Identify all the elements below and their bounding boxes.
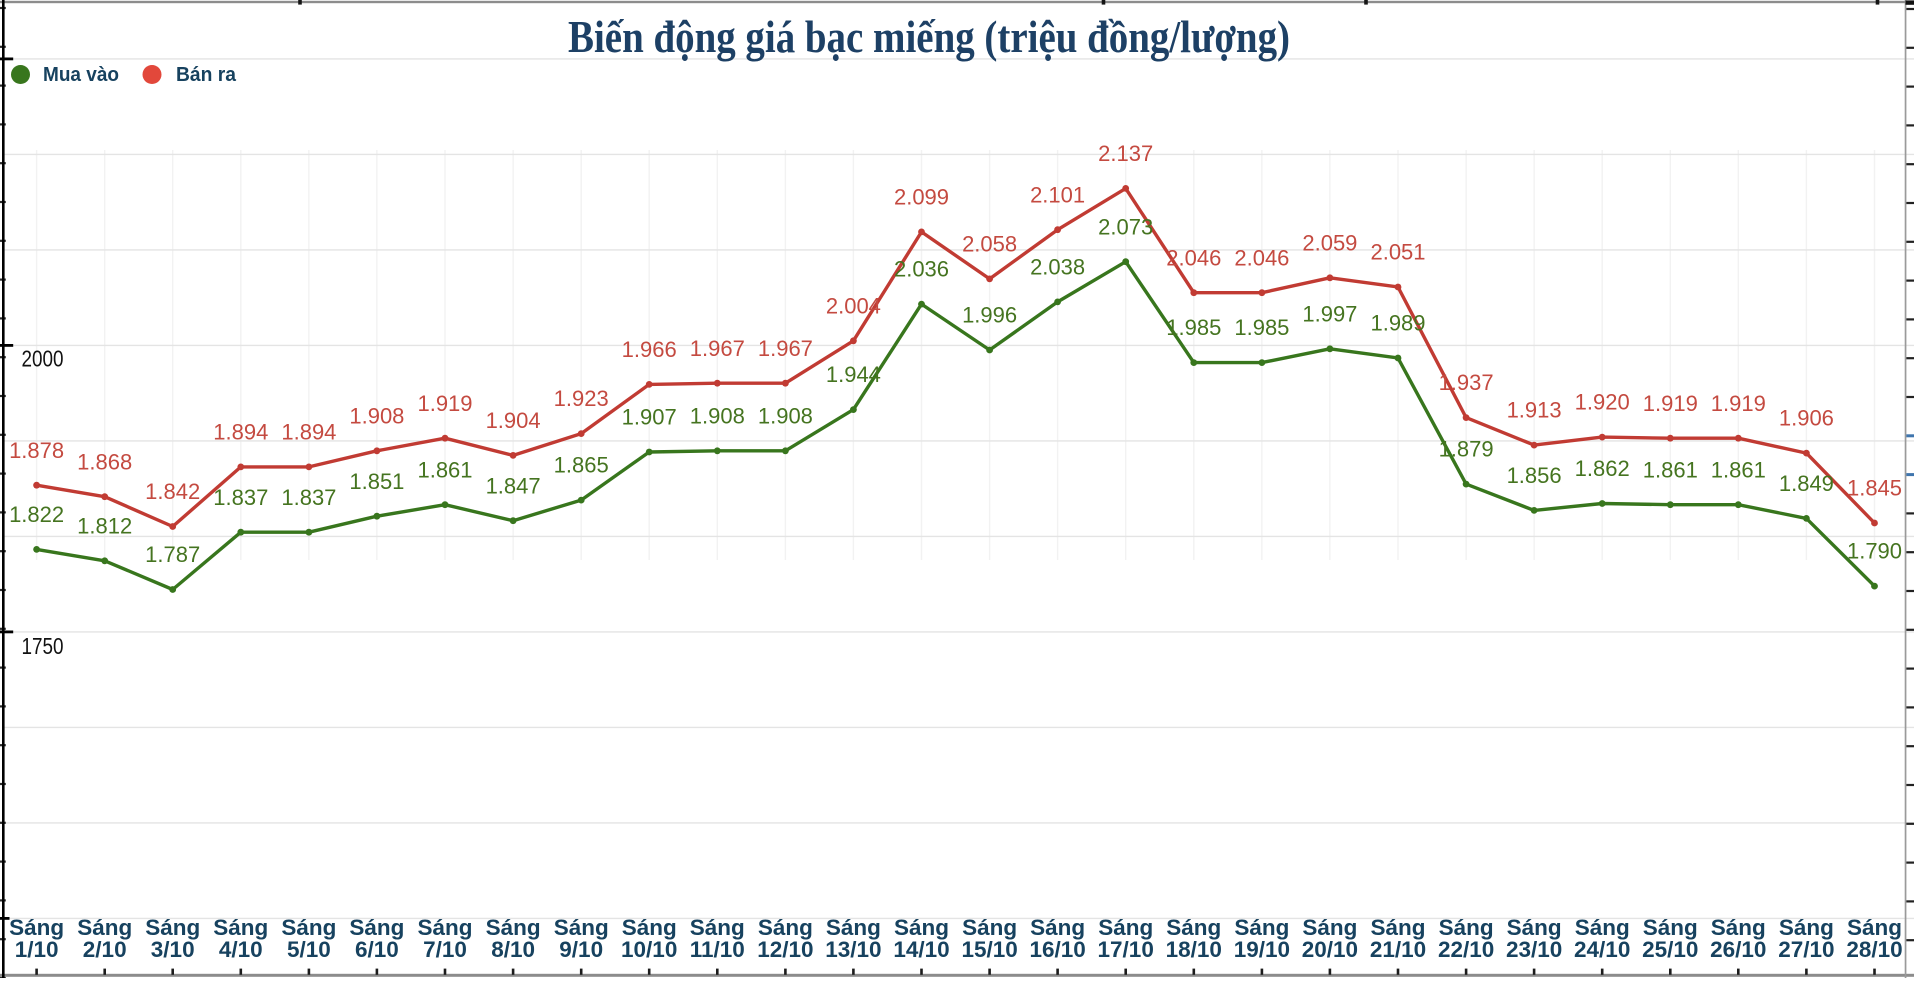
svg-text:25/10: 25/10 xyxy=(1642,937,1698,962)
svg-text:1.879: 1.879 xyxy=(1439,437,1494,462)
svg-text:6/10: 6/10 xyxy=(355,937,399,962)
svg-text:1.908: 1.908 xyxy=(758,403,813,428)
svg-text:16/10: 16/10 xyxy=(1029,937,1085,962)
svg-text:23/10: 23/10 xyxy=(1506,937,1562,962)
svg-text:1750: 1750 xyxy=(22,633,64,659)
svg-text:1.847: 1.847 xyxy=(486,473,541,498)
svg-text:26/10: 26/10 xyxy=(1710,937,1766,962)
svg-text:2/10: 2/10 xyxy=(83,937,127,962)
svg-text:12/10: 12/10 xyxy=(757,937,813,962)
svg-text:1.851: 1.851 xyxy=(349,469,404,494)
svg-text:1.837: 1.837 xyxy=(281,485,336,510)
svg-text:2.036: 2.036 xyxy=(894,257,949,282)
svg-text:2.073: 2.073 xyxy=(1098,214,1153,239)
svg-text:1.985: 1.985 xyxy=(1166,315,1221,340)
svg-text:1.996: 1.996 xyxy=(962,303,1017,328)
svg-text:13/10: 13/10 xyxy=(825,937,881,962)
svg-text:1.913: 1.913 xyxy=(1507,398,1562,423)
svg-text:15/10: 15/10 xyxy=(961,937,1017,962)
svg-text:1.862: 1.862 xyxy=(1575,456,1630,481)
svg-text:2.059: 2.059 xyxy=(1302,230,1357,255)
svg-text:1.920: 1.920 xyxy=(1575,390,1630,415)
svg-text:2.101: 2.101 xyxy=(1030,182,1085,207)
svg-text:1.919: 1.919 xyxy=(1643,391,1698,416)
svg-text:1.845: 1.845 xyxy=(1847,476,1902,501)
svg-text:2000: 2000 xyxy=(22,346,64,372)
svg-text:27/10: 27/10 xyxy=(1778,937,1834,962)
svg-text:20/10: 20/10 xyxy=(1302,937,1358,962)
svg-text:3/10: 3/10 xyxy=(151,937,195,962)
svg-text:1.944: 1.944 xyxy=(826,362,881,387)
svg-text:1.966: 1.966 xyxy=(622,337,677,362)
svg-text:2.004: 2.004 xyxy=(826,293,881,318)
svg-text:1.787: 1.787 xyxy=(145,542,200,567)
svg-text:1.812: 1.812 xyxy=(77,513,132,538)
svg-text:1.997: 1.997 xyxy=(1302,301,1357,326)
svg-text:1.923: 1.923 xyxy=(554,386,609,411)
svg-text:2.137: 2.137 xyxy=(1098,141,1153,166)
svg-text:1/10: 1/10 xyxy=(15,937,59,962)
svg-text:1.894: 1.894 xyxy=(281,420,336,445)
svg-text:10/10: 10/10 xyxy=(621,937,677,962)
svg-text:21/10: 21/10 xyxy=(1370,937,1426,962)
svg-text:1.908: 1.908 xyxy=(349,403,404,428)
svg-text:1.865: 1.865 xyxy=(554,453,609,478)
svg-text:1.842: 1.842 xyxy=(145,479,200,504)
svg-text:2.046: 2.046 xyxy=(1234,245,1289,270)
svg-text:1.937: 1.937 xyxy=(1439,370,1494,395)
svg-text:11/10: 11/10 xyxy=(690,937,745,962)
svg-text:5/10: 5/10 xyxy=(287,937,331,962)
svg-text:2.099: 2.099 xyxy=(894,185,949,210)
svg-text:Biến động giá bạc miếng (triệu: Biến động giá bạc miếng (triệu đồng/lượn… xyxy=(568,12,1290,62)
svg-text:1.822: 1.822 xyxy=(9,502,64,527)
svg-text:1.849: 1.849 xyxy=(1779,471,1834,496)
svg-text:1.908: 1.908 xyxy=(690,403,745,428)
svg-text:2.046: 2.046 xyxy=(1166,245,1221,270)
svg-text:1.967: 1.967 xyxy=(758,336,813,361)
svg-text:2.051: 2.051 xyxy=(1370,240,1425,265)
svg-text:1.985: 1.985 xyxy=(1234,315,1289,340)
svg-text:8/10: 8/10 xyxy=(491,937,535,962)
svg-text:1.837: 1.837 xyxy=(213,485,268,510)
svg-text:9/10: 9/10 xyxy=(559,937,603,962)
svg-text:17/10: 17/10 xyxy=(1098,937,1154,962)
svg-text:19/10: 19/10 xyxy=(1234,937,1290,962)
svg-text:1.904: 1.904 xyxy=(486,408,541,433)
svg-text:1.967: 1.967 xyxy=(690,336,745,361)
svg-text:1.861: 1.861 xyxy=(1643,457,1698,482)
svg-text:1.790: 1.790 xyxy=(1847,539,1902,564)
svg-text:1.907: 1.907 xyxy=(622,405,677,430)
svg-text:1.861: 1.861 xyxy=(1711,457,1766,482)
svg-text:1.906: 1.906 xyxy=(1779,406,1834,431)
svg-text:1.919: 1.919 xyxy=(1711,391,1766,416)
svg-text:1.919: 1.919 xyxy=(417,391,472,416)
svg-text:Mua vào: Mua vào xyxy=(43,64,119,86)
svg-text:2.038: 2.038 xyxy=(1030,255,1085,280)
svg-text:14/10: 14/10 xyxy=(893,937,949,962)
svg-text:4/10: 4/10 xyxy=(219,937,263,962)
svg-text:1.894: 1.894 xyxy=(213,420,268,445)
svg-text:7/10: 7/10 xyxy=(423,937,467,962)
svg-text:28/10: 28/10 xyxy=(1846,937,1902,962)
svg-text:22/10: 22/10 xyxy=(1438,937,1494,962)
svg-text:24/10: 24/10 xyxy=(1574,937,1630,962)
svg-text:1.989: 1.989 xyxy=(1370,311,1425,336)
svg-text:18/10: 18/10 xyxy=(1166,937,1222,962)
svg-text:1.878: 1.878 xyxy=(9,438,64,463)
svg-text:1.861: 1.861 xyxy=(417,457,472,482)
svg-text:2.058: 2.058 xyxy=(962,232,1017,257)
svg-text:1.868: 1.868 xyxy=(77,449,132,474)
svg-text:Bán ra: Bán ra xyxy=(176,64,237,86)
svg-text:1.856: 1.856 xyxy=(1507,463,1562,488)
